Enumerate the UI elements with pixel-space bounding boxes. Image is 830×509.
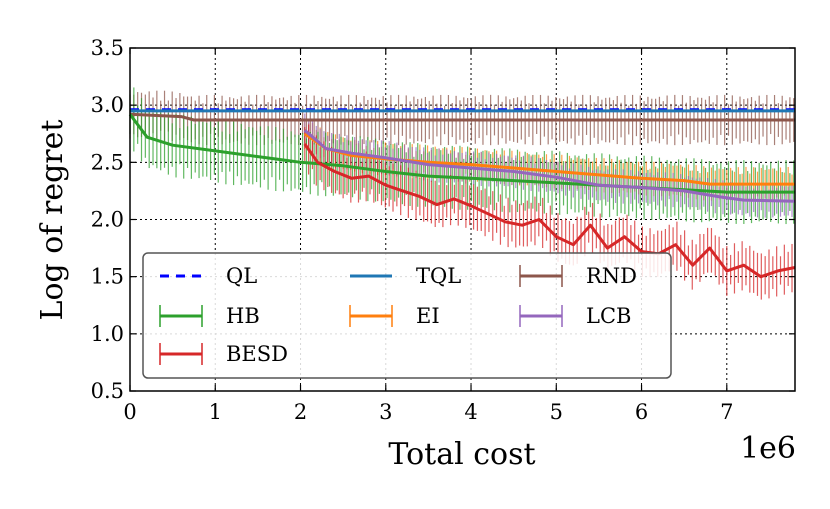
legend: QL TQL RND HB EI LCB BESD [142,252,672,379]
x-tick-label: 7 [720,400,733,424]
legend-label: BESD [226,342,288,366]
x-tick-label: 6 [635,400,648,424]
x-tick-label: 2 [294,400,307,424]
x-tick-label: 4 [464,400,477,424]
series-line-besd [303,143,796,279]
x-tick-label: 5 [550,400,563,424]
series-line-lcb [303,129,796,203]
y-tick-label: 0.5 [91,379,124,403]
legend-label: LCB [586,304,631,328]
legend-entry-besd: BESD [159,342,288,366]
y-tick-label: 1.0 [91,322,124,346]
x-tick-label: 3 [379,400,392,424]
legend-entry-rnd: RND [519,264,637,288]
legend-box [142,252,672,379]
y-tick-label: 3.0 [91,93,124,117]
x-tick-label: 0 [123,400,136,424]
y-tick-label: 2.5 [91,150,124,174]
y-axis-label: Log of regret [35,120,70,321]
y-tick-label: 1.5 [91,265,124,289]
series-line-ei [303,132,795,186]
axis-ticks: 0 1 2 3 4 5 6 7 0.5 1.0 1.5 2.0 2.5 3.0 3.5 [91,36,795,424]
x-tick-label: 1 [209,400,222,424]
legend-label: HB [226,304,260,328]
legend-label: EI [416,304,440,328]
legend-entry-tql: TQL [350,264,461,288]
series-lines [128,108,796,279]
series-line-rnd [129,112,795,122]
x-axis-multiplier: 1e6 [740,431,796,466]
legend-label: QL [226,264,257,288]
legend-label: TQL [416,264,461,288]
legend-entry-ql: QL [160,264,257,288]
legend-label: RND [586,264,637,288]
y-tick-label: 2.0 [91,208,124,232]
legend-entry-ei: EI [349,304,440,328]
y-tick-label: 3.5 [91,36,124,60]
legend-entry-lcb: LCB [519,304,631,328]
legend-entry-hb: HB [159,304,260,328]
x-axis-label: Total cost [388,437,535,472]
